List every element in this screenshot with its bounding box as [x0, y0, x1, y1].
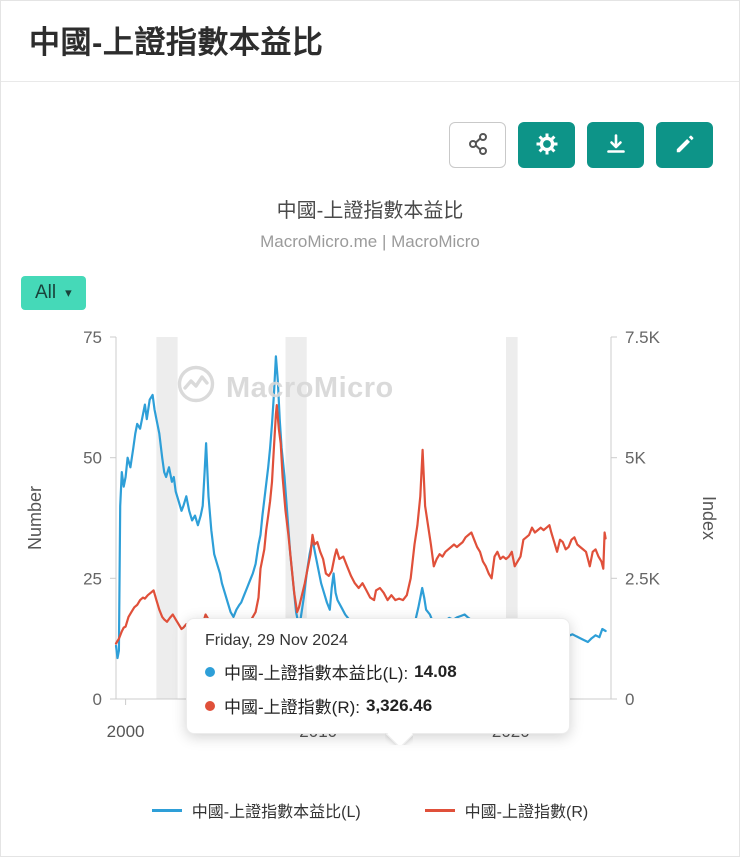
tooltip-label-pe: 中國-上證指數本益比(L):	[224, 664, 409, 684]
tooltip-date: Friday, 29 Nov 2024	[205, 632, 348, 650]
legend-label-index: 中國-上證指數(R)	[464, 804, 589, 822]
edit-button[interactable]	[656, 122, 713, 169]
tooltip-value-pe: 14.08	[414, 661, 457, 681]
download-icon	[604, 132, 628, 159]
gear-icon	[535, 132, 559, 159]
svg-text:7.5K: 7.5K	[625, 328, 661, 347]
svg-text:Index: Index	[699, 496, 719, 540]
tooltip-arrow	[385, 733, 413, 745]
svg-text:Number: Number	[25, 486, 45, 550]
chart-card: 中國-上證指數本益比 MacroMicro.me | MacroMicro Al…	[1, 194, 739, 822]
share-icon	[466, 132, 490, 159]
page-title: 中國-上證指數本益比	[29, 25, 324, 60]
svg-text:50: 50	[83, 449, 102, 468]
chart-area: 025507502.5K5K7.5K200020102020NumberInde…	[1, 322, 739, 762]
share-button[interactable]	[449, 122, 506, 169]
range-selector-label: All	[35, 282, 57, 304]
svg-text:2000: 2000	[107, 722, 145, 741]
blue-line-icon	[151, 808, 182, 812]
range-selector-all[interactable]: All ▾	[21, 276, 86, 311]
tooltip-row-pe: 中國-上證指數本益比(L): 14.08	[205, 659, 551, 684]
svg-text:25: 25	[83, 570, 102, 589]
chart-tooltip: Friday, 29 Nov 2024 中國-上證指數本益比(L): 14.08…	[186, 618, 570, 735]
blue-dot-icon	[205, 666, 215, 677]
svg-text:0: 0	[625, 690, 634, 709]
tooltip-label-index: 中國-上證指數(R):	[224, 698, 360, 718]
settings-button[interactable]	[518, 122, 575, 169]
download-button[interactable]	[587, 122, 644, 169]
red-line-icon	[424, 808, 455, 812]
red-dot-icon	[205, 700, 215, 711]
tooltip-row-index: 中國-上證指數(R): 3,326.46	[205, 693, 551, 718]
page-header: 中國-上證指數本益比	[1, 1, 739, 83]
legend-item-pe[interactable]: 中國-上證指數本益比(L)	[151, 798, 361, 822]
legend-label-pe: 中國-上證指數本益比(L)	[191, 804, 361, 822]
tooltip-value-index: 3,326.46	[365, 695, 433, 715]
svg-text:75: 75	[83, 328, 102, 347]
svg-text:5K: 5K	[625, 449, 646, 468]
chart-legend: 中國-上證指數本益比(L) 中國-上證指數(R)	[1, 798, 739, 822]
chevron-down-icon: ▾	[65, 285, 72, 301]
chart-subtitle: MacroMicro.me | MacroMicro	[260, 232, 480, 252]
legend-item-index[interactable]: 中國-上證指數(R)	[424, 798, 589, 822]
pencil-icon	[673, 132, 697, 159]
svg-text:2.5K: 2.5K	[625, 570, 661, 589]
svg-text:0: 0	[93, 690, 102, 709]
chart-title: 中國-上證指數本益比	[276, 200, 464, 223]
chart-toolbar	[1, 122, 739, 169]
